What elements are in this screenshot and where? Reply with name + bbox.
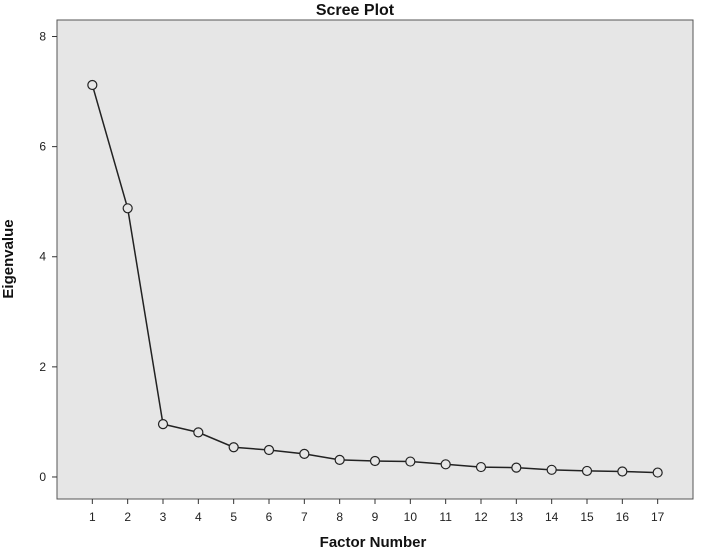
y-axis: 0 2 4 6 8 — [39, 30, 57, 484]
eigenvalue-point-11 — [440, 459, 451, 470]
chart-title: Scree Plot — [316, 2, 395, 19]
eigenvalue-point-6 — [263, 444, 275, 456]
eigenvalue-point-2 — [122, 203, 133, 214]
eigenvalue-point-13 — [511, 462, 522, 473]
eigenvalue-point-9 — [369, 455, 381, 467]
eigenvalue-point-17 — [652, 467, 663, 478]
eigenvalue-point-14 — [546, 464, 557, 475]
eigenvalue-point-4 — [193, 427, 204, 438]
x-tick-label: 6 — [266, 510, 273, 524]
x-tick-label: 7 — [301, 510, 308, 524]
x-tick-label: 13 — [510, 510, 524, 524]
eigenvalue-point-16 — [617, 466, 628, 477]
x-tick-label: 4 — [195, 510, 202, 524]
eigenvalue-point-10 — [405, 456, 416, 467]
x-tick-label: 8 — [336, 510, 343, 524]
x-tick-label: 9 — [372, 510, 379, 524]
y-tick-label: 4 — [39, 250, 46, 264]
eigenvalue-point-15 — [581, 465, 593, 477]
y-tick-label: 8 — [39, 30, 46, 44]
eigenvalue-point-1 — [87, 79, 98, 91]
x-tick-label: 11 — [439, 510, 452, 524]
y-tick-label: 6 — [39, 140, 46, 154]
x-axis: 1 2 3 4 5 6 7 8 9 10 11 12 13 14 15 16 17 — [89, 499, 665, 524]
x-tick-label: 2 — [124, 510, 131, 524]
x-tick-label: 10 — [404, 510, 418, 524]
eigenvalue-point-5 — [228, 442, 239, 453]
y-axis-title: Eigenvalue — [0, 219, 17, 298]
plot-area — [56, 19, 694, 500]
eigenvalue-point-12 — [475, 461, 487, 473]
x-tick-label: 1 — [89, 510, 96, 524]
x-tick-label: 14 — [545, 510, 559, 524]
x-axis-title: Factor Number — [320, 534, 427, 549]
eigenvalue-point-7 — [299, 448, 310, 459]
x-tick-label: 17 — [651, 510, 665, 524]
y-tick-label: 0 — [39, 470, 46, 484]
x-tick-label: 3 — [160, 510, 167, 524]
y-tick-label: 2 — [39, 360, 46, 374]
x-tick-label: 12 — [474, 510, 488, 524]
x-tick-label: 5 — [230, 510, 237, 524]
series-group — [87, 79, 663, 478]
eigenvalue-point-3 — [157, 419, 169, 430]
x-tick-label: 15 — [580, 510, 594, 524]
eigenvalue-point-8 — [334, 454, 345, 466]
x-tick-label: 16 — [616, 510, 630, 524]
